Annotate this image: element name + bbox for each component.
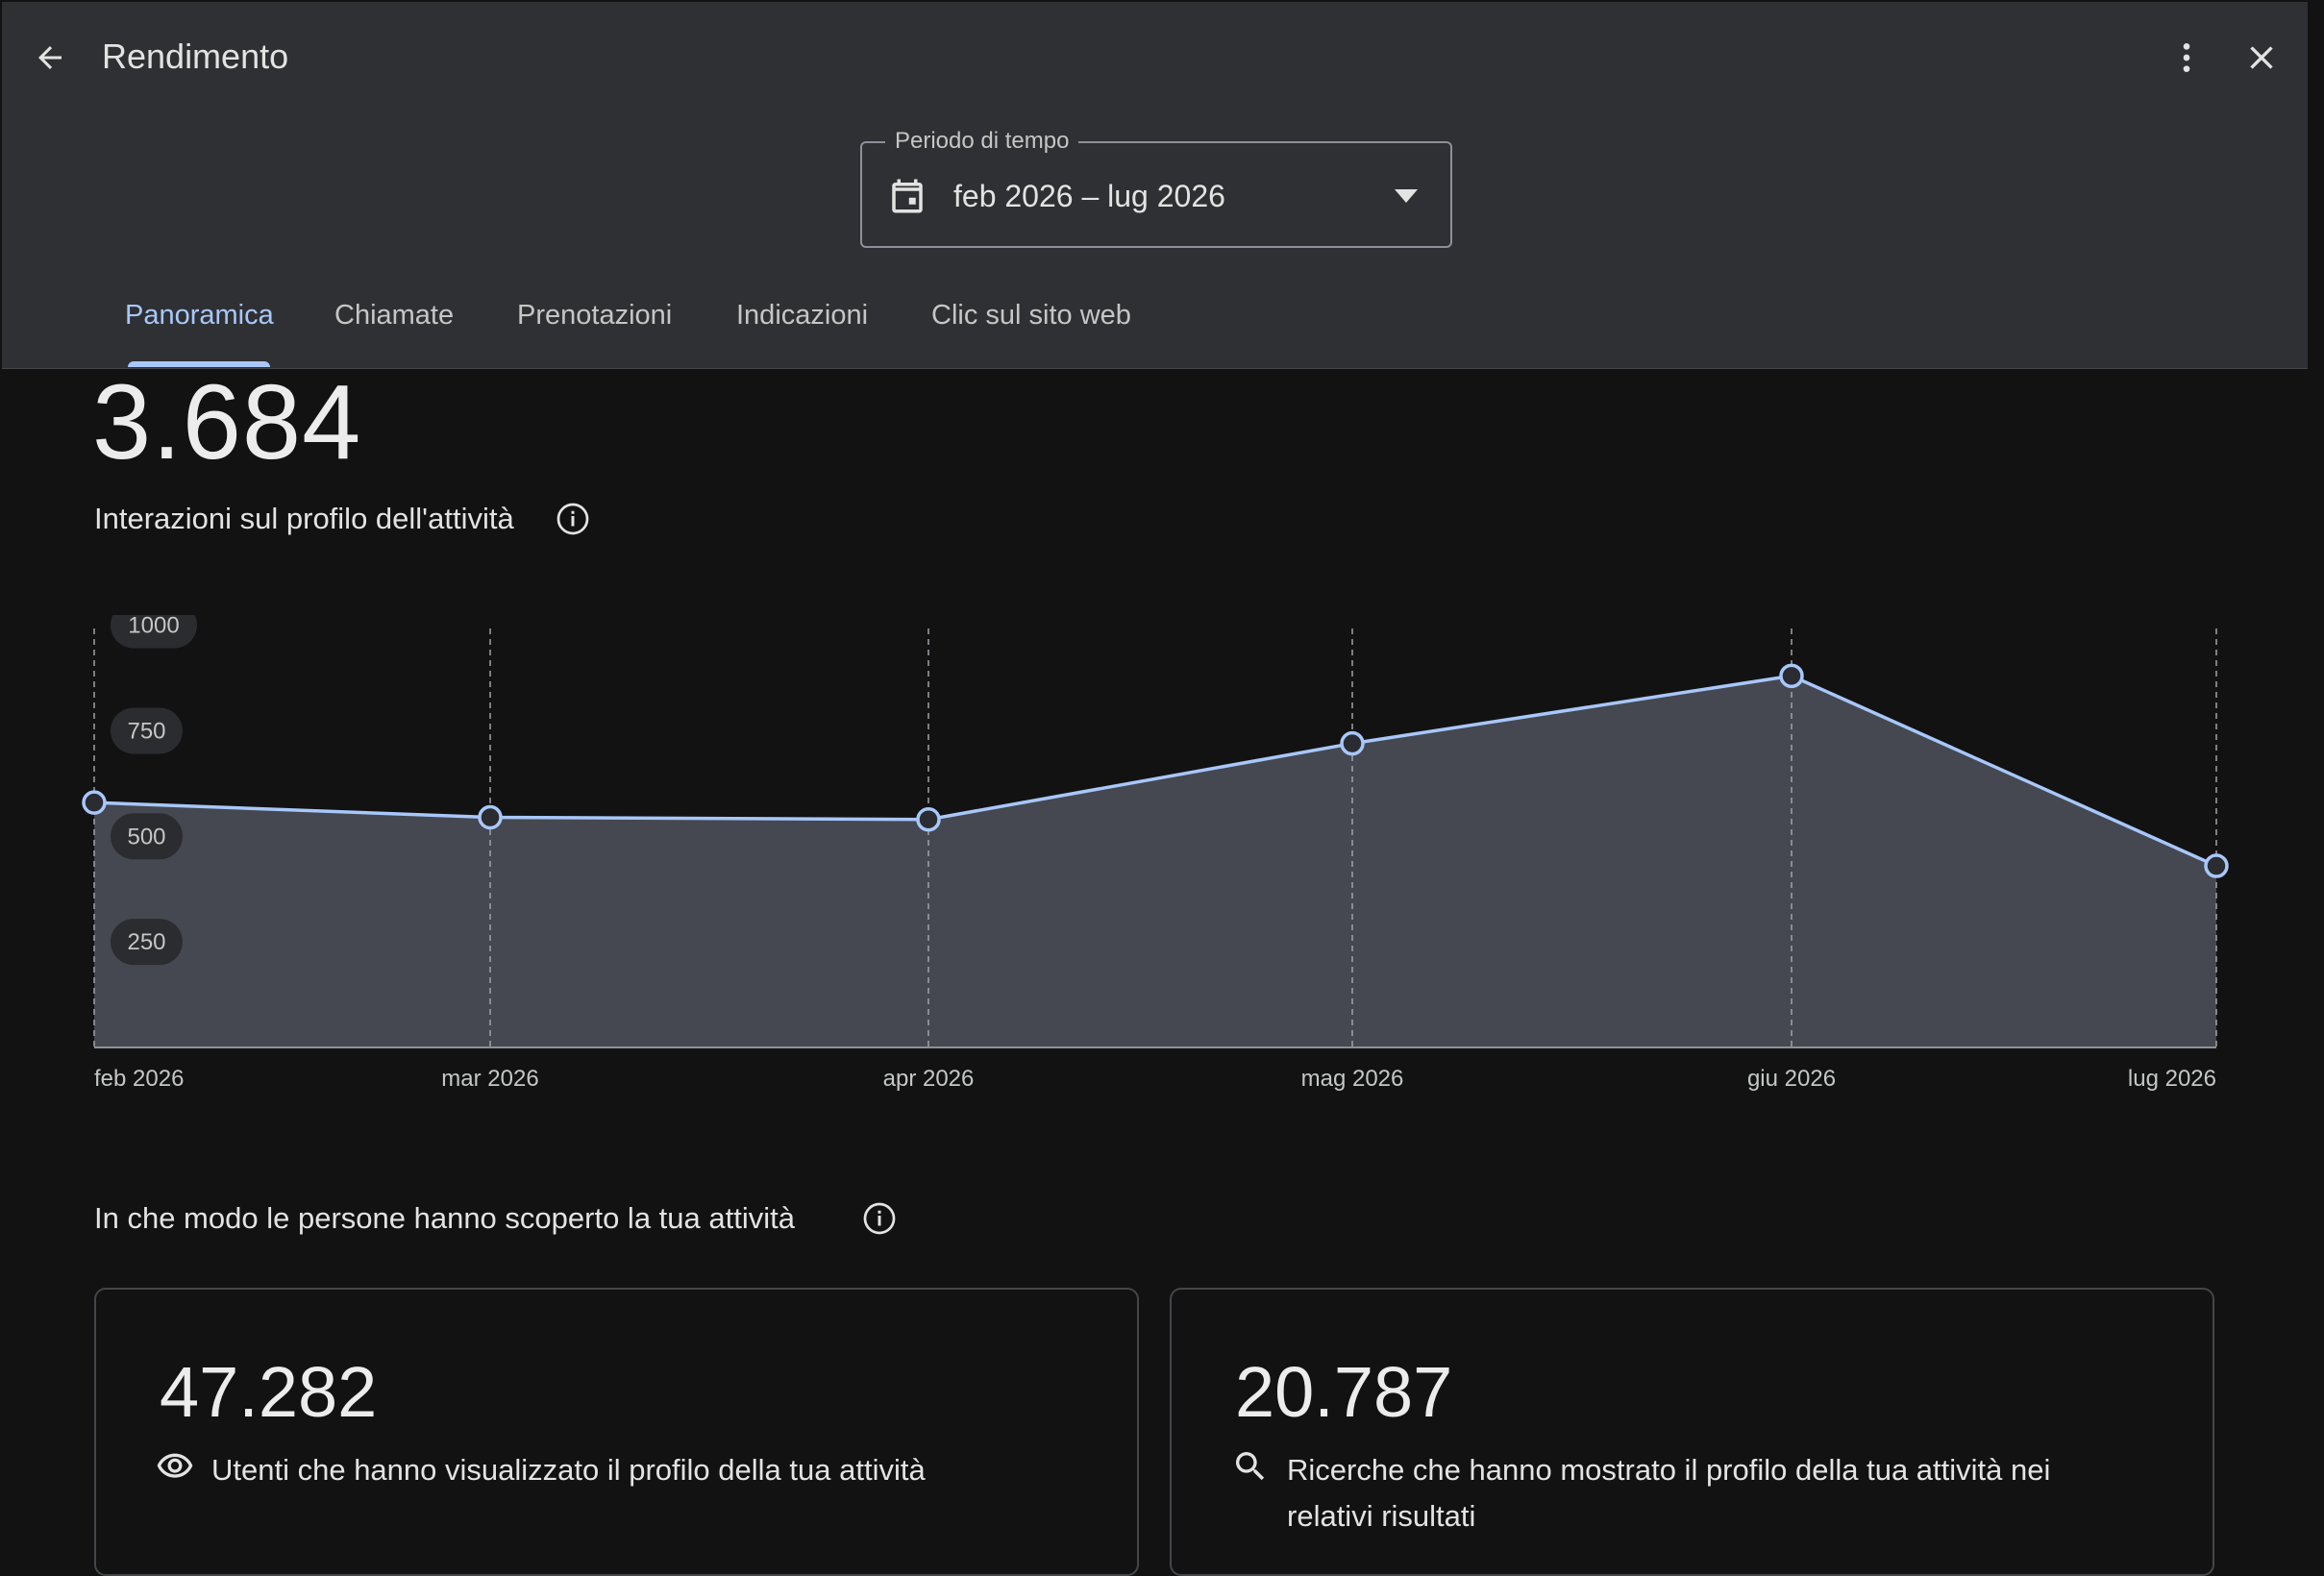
back-button[interactable] — [26, 34, 74, 82]
x-tick-label: giu 2026 — [1747, 1066, 1836, 1092]
chart-point — [916, 806, 941, 832]
y-tick-pill — [111, 707, 183, 754]
interactions-label-text: Interazioni sul profilo dell'attività — [94, 502, 514, 535]
x-tick-label: apr 2026 — [883, 1066, 975, 1092]
chart-point — [1340, 730, 1365, 756]
interactions-chart: 1000 750 500 250 feb 2026 mar 2026 apr 2026 mag… — [82, 615, 2229, 1092]
x-tick-label: lug 2026 — [2128, 1066, 2216, 1092]
discovery-title: In che modo le persone hanno scoperto la… — [94, 1201, 795, 1235]
searches-card: 20.787 Ricerche che hanno mostrato il pr… — [1170, 1288, 2214, 1576]
period-value: feb 2026 – lug 2026 — [953, 179, 1225, 213]
chart-line — [93, 674, 2217, 868]
active-tab-indicator — [128, 361, 270, 367]
more-vert-icon — [2183, 43, 2190, 72]
calendar-icon — [892, 179, 923, 213]
tab-panoramica[interactable]: Panoramica — [125, 300, 274, 331]
x-tick-label: mar 2026 — [441, 1066, 538, 1092]
chart-point — [478, 804, 503, 830]
period-select[interactable]: Periodo di tempo feb 2026 – lug 2026 — [860, 128, 1452, 248]
chart-point — [82, 790, 107, 815]
x-tick-label: mag 2026 — [1301, 1066, 1404, 1092]
interactions-label: Interazioni sul profilo dell'attività — [94, 502, 514, 536]
y-tick-pill — [111, 615, 197, 649]
y-tick-label: 1000 — [128, 615, 179, 639]
tab-chiamate[interactable]: Chiamate — [334, 300, 455, 331]
chevron-down-icon — [1395, 189, 1418, 203]
eye-icon — [157, 1453, 193, 1478]
chart-area — [94, 676, 2216, 1047]
searches-label: Ricerche che hanno mostrato il profilo d… — [1287, 1453, 2051, 1533]
views-value: 47.282 — [160, 1352, 378, 1432]
chart-point — [1779, 663, 1804, 689]
y-tick-label: 750 — [127, 718, 165, 744]
more-options-button[interactable] — [2163, 34, 2211, 82]
header-panel: Rendimento Periodo di tempo feb 2026 – l… — [2, 2, 2308, 369]
y-tick-pill — [111, 813, 183, 860]
views-card: 47.282 Utenti che hanno visualizzato il … — [94, 1288, 1139, 1576]
views-label: Utenti che hanno visualizzato il profilo… — [211, 1453, 926, 1487]
info-icon[interactable] — [556, 502, 590, 536]
tab-prenotazioni[interactable]: Prenotazioni — [517, 300, 673, 331]
chart-point — [2204, 853, 2229, 878]
tab-clic-sito-web[interactable]: Clic sul sito web — [931, 300, 1131, 331]
close-button[interactable] — [2237, 34, 2286, 82]
y-tick-label: 250 — [127, 929, 165, 955]
total-interactions: 3.684 — [92, 363, 362, 481]
arrow-left-icon — [38, 46, 62, 69]
period-label: Periodo di tempo — [885, 128, 1079, 155]
searches-value: 20.787 — [1235, 1352, 1453, 1432]
y-tick-pill — [111, 919, 183, 966]
search-icon — [1236, 1452, 1265, 1481]
tab-indicazioni[interactable]: Indicazioni — [736, 300, 869, 331]
page-title: Rendimento — [102, 37, 289, 76]
y-tick-label: 500 — [127, 824, 165, 850]
info-icon[interactable] — [862, 1201, 897, 1236]
close-icon — [2250, 46, 2273, 69]
x-tick-label: feb 2026 — [94, 1066, 184, 1092]
